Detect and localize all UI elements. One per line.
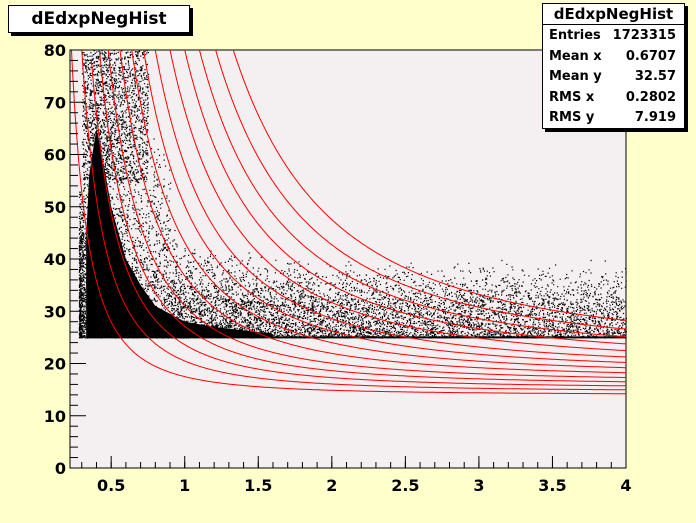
x-tick-label: 2 [326,476,337,495]
y-tick-label: 40 [44,250,66,269]
y-tick-label: 80 [44,41,66,60]
band-curve [215,49,627,330]
band-curve [169,49,626,352]
x-tick-label: 3 [473,476,484,495]
scatter-points [78,50,628,339]
stats-title: dEdxpNegHist [543,4,684,25]
band-curves [71,49,627,395]
y-tick-label: 30 [44,302,66,321]
x-tick-label: 1 [179,476,190,495]
y-tick-label: 20 [44,355,66,374]
band-curve [71,49,626,395]
stats-label: RMS x [549,89,595,105]
band-curve [154,49,627,358]
stats-row-rms-x: RMS x 0.2802 [543,87,684,108]
y-tick-label: 10 [44,407,66,426]
stats-value: 7.919 [634,110,676,125]
histogram-title: dEdxpNegHist [8,5,190,33]
y-tick-label: 0 [55,459,66,478]
stats-label: Mean y [549,69,602,84]
stats-value: 0.6707 [625,48,676,64]
stats-label: Entries [549,28,601,43]
x-tick-label: 2.5 [391,476,419,495]
band-curve [143,49,626,363]
y-tick-label: 70 [44,93,66,112]
band-curve [107,49,626,378]
x-tick-label: 1.5 [244,476,272,495]
stats-value: 1723315 [612,28,676,43]
stats-row-mean-y: Mean y 32.57 [543,66,684,87]
band-curve [198,49,627,338]
stats-value: 0.2802 [625,89,676,105]
band-curve [119,49,626,374]
band-curve [232,49,627,321]
stats-box: dEdxpNegHist Entries 1723315 Mean x 0.67… [542,3,685,129]
stats-row-rms-y: RMS y 7.919 [543,107,684,128]
stats-row-entries: Entries 1723315 [543,25,684,46]
plot-frame [69,49,627,469]
band-curve [184,49,626,345]
y-tick-label: 60 [44,146,66,165]
stats-label: RMS y [549,110,595,125]
x-tick-label: 3.5 [538,476,566,495]
stats-label: Mean x [549,48,602,64]
band-curve [81,49,626,391]
stats-value: 32.57 [634,69,676,84]
x-tick-label: 0.5 [97,476,125,495]
x-tick-label: 4 [620,476,631,495]
band-curve [90,59,626,387]
band-curve [131,49,626,369]
band-curve [98,49,626,383]
y-tick-label: 50 [44,198,66,217]
stats-row-mean-x: Mean x 0.6707 [543,46,684,67]
